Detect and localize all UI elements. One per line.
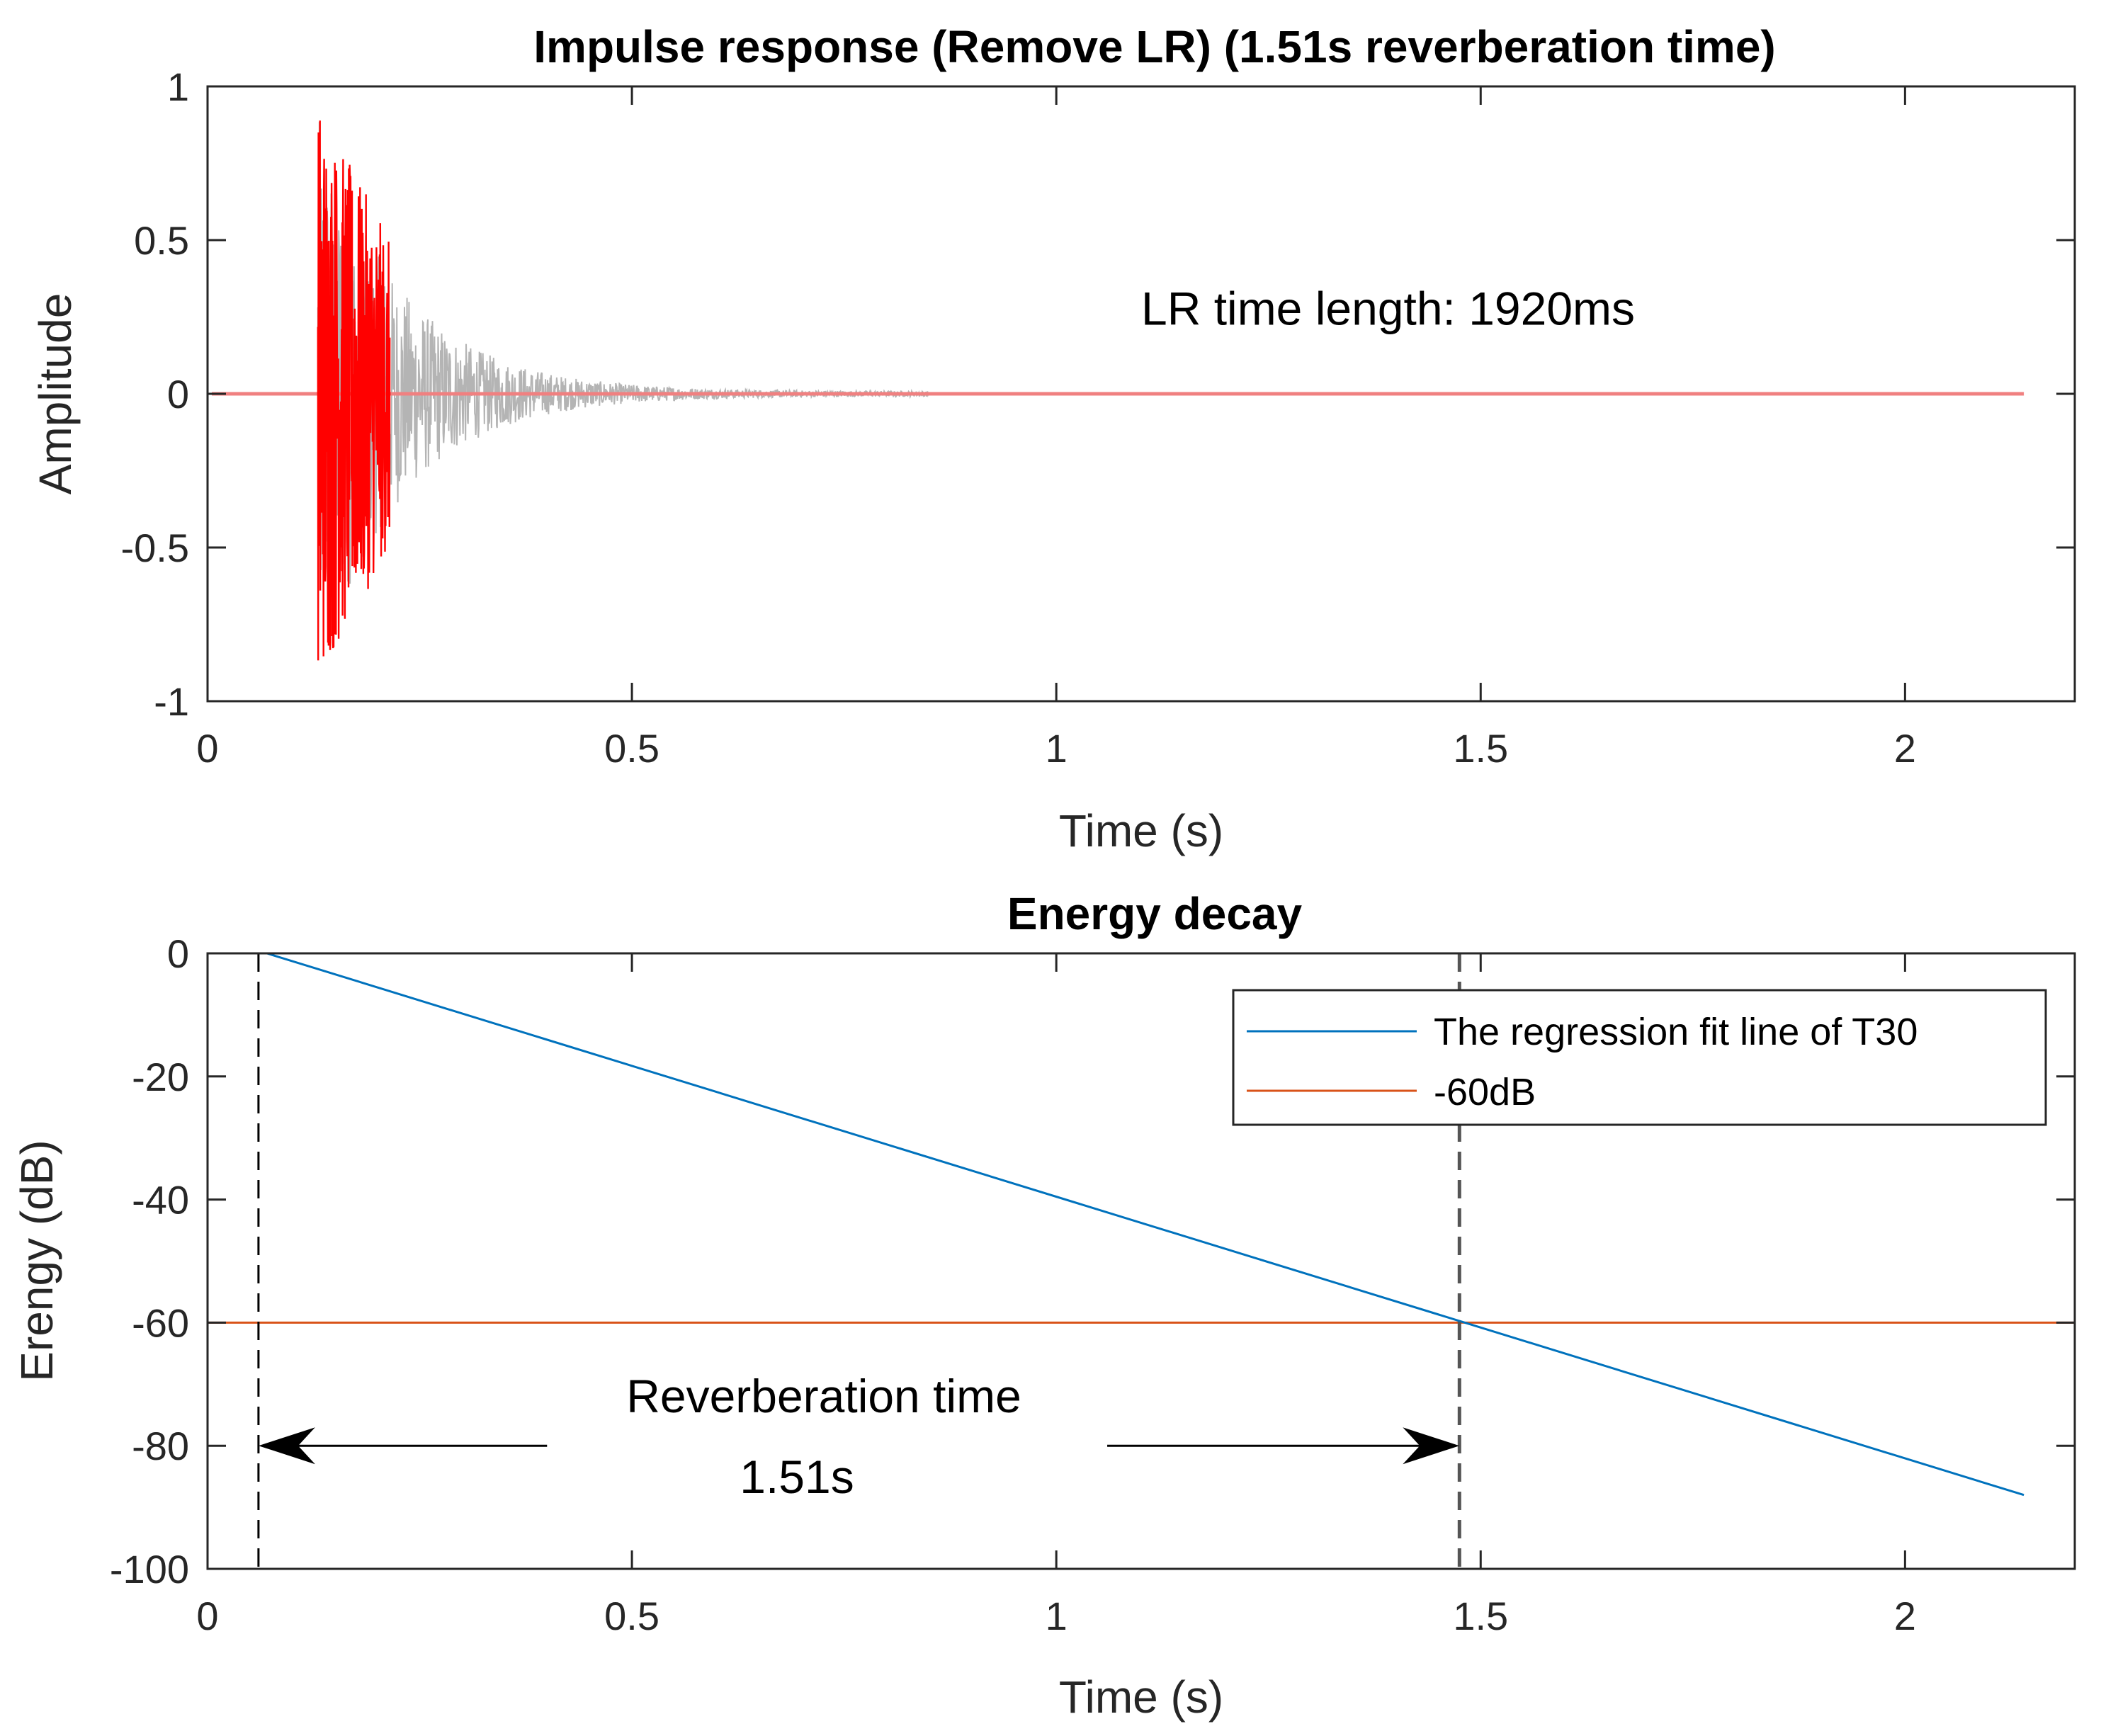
energy-x-axis-label: Time (s) [1059,1672,1223,1723]
y-tick-label: -60 [132,1300,189,1345]
impulse-series-retained [317,120,391,661]
x-tick-label: 2 [1894,1594,1916,1638]
energy-legend: The regression fit line of T30 -60dB [1232,989,2047,1126]
energy-annotation-line-1: Reverberation time [626,1370,1021,1422]
legend-label-regression: The regression fit line of T30 [1434,1011,1918,1053]
y-tick-label: -20 [132,1055,189,1099]
impulse-annotation: LR time length: 1920ms [1141,282,1635,334]
legend-box [1232,989,2047,1126]
x-tick-label: 0 [196,726,218,771]
x-tick-label: 1.5 [1453,726,1508,771]
y-tick-label: 0.5 [134,218,189,263]
energy-series-regression [266,952,2024,1497]
x-tick-label: 0.5 [604,1594,659,1638]
impulse-ticks: 0 0.5 1 1.5 2 1 0.5 0 -0.5 -1 [121,64,2075,771]
y-tick-label: 0 [167,931,189,976]
reverberation-arrow-left-head [258,1427,315,1465]
energy-annotation: Reverberation time 1.51s [626,1370,1021,1503]
x-tick-label: 1 [1046,1594,1068,1638]
energy-plot-box [206,952,2076,1570]
x-tick-label: 0 [196,1594,218,1638]
impulse-chart: Impulse response (Remove LR) (1.51s reve… [30,21,2076,856]
y-tick-label: 1 [167,64,189,109]
y-tick-label: -80 [132,1424,189,1468]
y-tick-label: -1 [154,679,189,724]
y-tick-label: -0.5 [121,526,190,570]
energy-y-axis-label: Erengy (dB) [11,1140,62,1381]
energy-chart-title: Energy decay [1007,888,1303,939]
energy-chart: Energy decay 0 0.5 1 1.5 20-20-40-60-80-100 … [11,888,2076,1723]
impulse-x-axis-label: Time (s) [1059,805,1223,856]
x-tick-label: 1 [1046,726,1068,771]
y-tick-label: 0 [167,372,189,416]
energy-annotation-line-2: 1.51s [740,1451,854,1503]
x-tick-label: 0.5 [604,726,659,771]
y-tick-label: -40 [132,1178,189,1222]
energy-ticks: 0 0.5 1 1.5 2 0 -20 -40 -60 -80 -100 [110,931,2075,1638]
reverberation-arrow-right-head [1403,1427,1460,1465]
impulse-data [211,120,2024,661]
impulse-chart-title: Impulse response (Remove LR) (1.51s reve… [533,21,1775,72]
x-tick-label: 1.5 [1453,1594,1508,1638]
impulse-y-axis-label: Amplitude [30,293,81,495]
y-tick-label: -100 [110,1547,189,1592]
x-tick-label: 2 [1894,726,1916,771]
legend-label-60db: -60dB [1434,1071,1536,1113]
